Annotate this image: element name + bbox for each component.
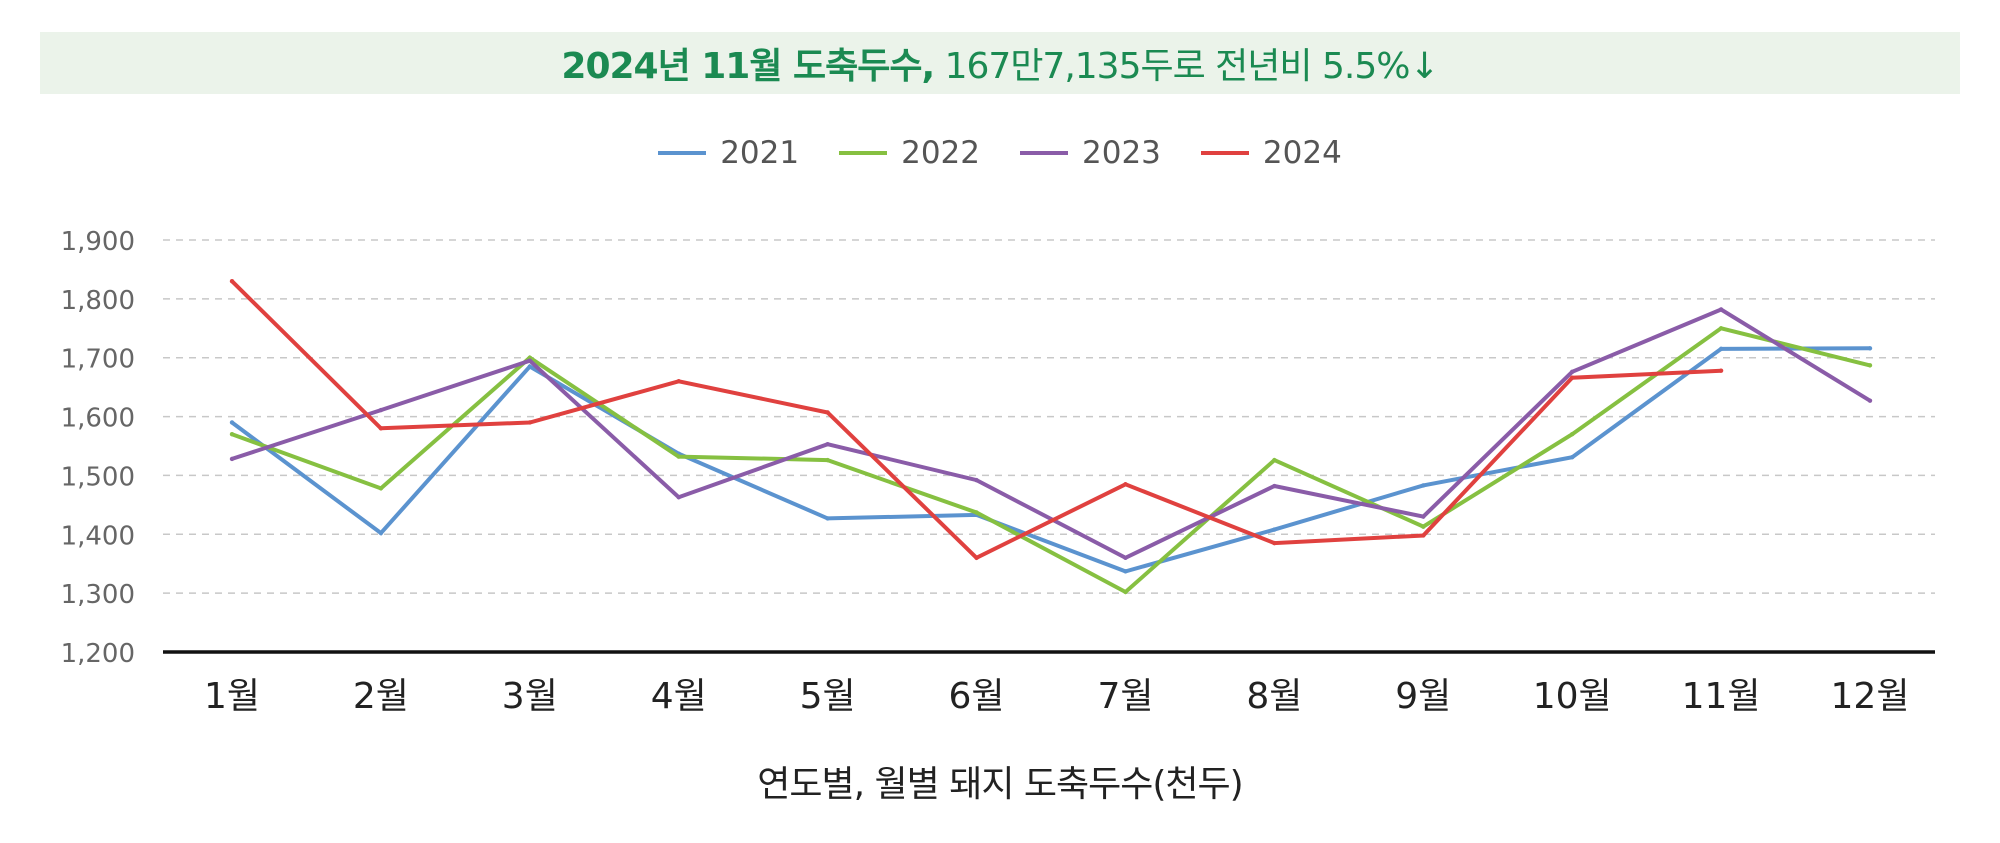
y-tick-label: 1,400 — [61, 521, 135, 551]
headline-rest: 167만7,135두로 전년비 5.5%↓ — [934, 46, 1440, 87]
y-tick-label: 1,600 — [61, 404, 135, 434]
headline-text: 2024년 11월 도축두수, 167만7,135두로 전년비 5.5%↓ — [561, 37, 1440, 89]
data-point-2023 — [1421, 514, 1426, 519]
y-tick-label: 1,700 — [61, 345, 135, 375]
data-point-2024 — [229, 279, 235, 284]
data-point-2022 — [229, 432, 235, 437]
data-point-2024 — [1272, 540, 1277, 546]
data-point-2024 — [1123, 482, 1128, 487]
data-point-2024 — [1718, 368, 1724, 373]
y-tick-label: 1,500 — [61, 462, 135, 492]
data-point-2022 — [1123, 589, 1128, 595]
x-axis-title: 연도별, 월별 돼지 도축두수(천두) — [757, 764, 1243, 805]
data-point-2024 — [1421, 533, 1426, 538]
data-point-2023 — [1123, 555, 1128, 561]
legend-swatch — [839, 151, 888, 155]
data-point-2021 — [1421, 483, 1426, 488]
data-point-2023 — [1718, 307, 1724, 312]
data-point-2021 — [378, 530, 384, 536]
data-point-2023 — [1569, 369, 1575, 375]
y-tick-label: 1,800 — [61, 286, 135, 316]
x-tick-label: 4월 — [651, 676, 707, 717]
data-point-2024 — [974, 555, 979, 561]
legend-swatch — [1200, 151, 1249, 155]
legend-label: 2021 — [720, 135, 800, 171]
data-point-2022 — [1718, 326, 1724, 331]
x-tick-label: 2월 — [353, 676, 409, 717]
data-point-2021 — [1569, 454, 1575, 460]
x-tick-label: 7월 — [1097, 676, 1153, 717]
data-point-2022 — [1569, 432, 1575, 437]
y-tick-label: 1,200 — [61, 639, 135, 669]
data-point-2021 — [825, 516, 830, 521]
data-point-2024 — [1569, 375, 1575, 380]
legend-item-2021: 2021 — [658, 135, 799, 171]
series-line-2022 — [231, 326, 1871, 595]
data-point-2024 — [378, 426, 384, 431]
legend-item-2022: 2022 — [839, 135, 980, 171]
x-tick-label: 11월 — [1682, 676, 1761, 717]
data-point-2023 — [825, 442, 830, 447]
data-point-2021 — [229, 420, 235, 425]
y-tick-label: 1,300 — [61, 580, 135, 610]
data-point-2021 — [1718, 346, 1724, 352]
data-point-2023 — [229, 456, 235, 462]
headline-bold: 2024년 11월 도축두수, — [561, 46, 935, 87]
x-tick-label: 9월 — [1395, 676, 1451, 717]
legend-label: 2023 — [1082, 135, 1161, 171]
data-point-2022 — [1272, 457, 1277, 463]
data-point-2024 — [676, 379, 681, 384]
x-tick-label: 6월 — [949, 676, 1005, 717]
data-point-2024 — [527, 420, 533, 425]
x-tick-label: 5월 — [800, 676, 856, 717]
data-point-2021 — [1867, 346, 1873, 351]
data-point-2023 — [527, 358, 533, 363]
legend-label: 2022 — [901, 135, 980, 171]
series-line-2021 — [230, 346, 1871, 574]
data-point-2023 — [378, 407, 384, 413]
data-point-2022 — [676, 454, 681, 459]
x-tick-label: 8월 — [1246, 676, 1302, 717]
data-point-2023 — [1272, 483, 1277, 489]
x-tick-label: 10월 — [1533, 676, 1612, 717]
data-point-2023 — [676, 495, 681, 500]
data-point-2022 — [1421, 524, 1426, 529]
legend-item-2024: 2024 — [1200, 135, 1342, 171]
legend-label: 2024 — [1262, 135, 1342, 171]
chart-legend: 2021 2022 2023 2024 — [0, 128, 2000, 178]
data-point-2022 — [974, 510, 979, 515]
x-tick-label: 1월 — [204, 676, 260, 717]
y-tick-label: 1,900 — [61, 227, 135, 257]
data-point-2021 — [527, 364, 533, 369]
x-tick-label: 12월 — [1831, 676, 1910, 717]
data-point-2023 — [974, 477, 979, 483]
data-point-2023 — [1867, 398, 1873, 403]
legend-item-2023: 2023 — [1020, 135, 1161, 171]
data-point-2021 — [1123, 569, 1128, 574]
legend-swatch — [658, 151, 707, 155]
data-point-2024 — [825, 410, 830, 415]
x-tick-label: 3월 — [502, 676, 558, 717]
headline-banner: 2024년 11월 도축두수, 167만7,135두로 전년비 5.5%↓ — [40, 32, 1960, 94]
data-point-2022 — [1867, 363, 1873, 368]
data-point-2022 — [378, 486, 384, 491]
data-point-2022 — [825, 457, 830, 463]
data-point-2021 — [1272, 527, 1277, 532]
legend-swatch — [1020, 151, 1068, 155]
